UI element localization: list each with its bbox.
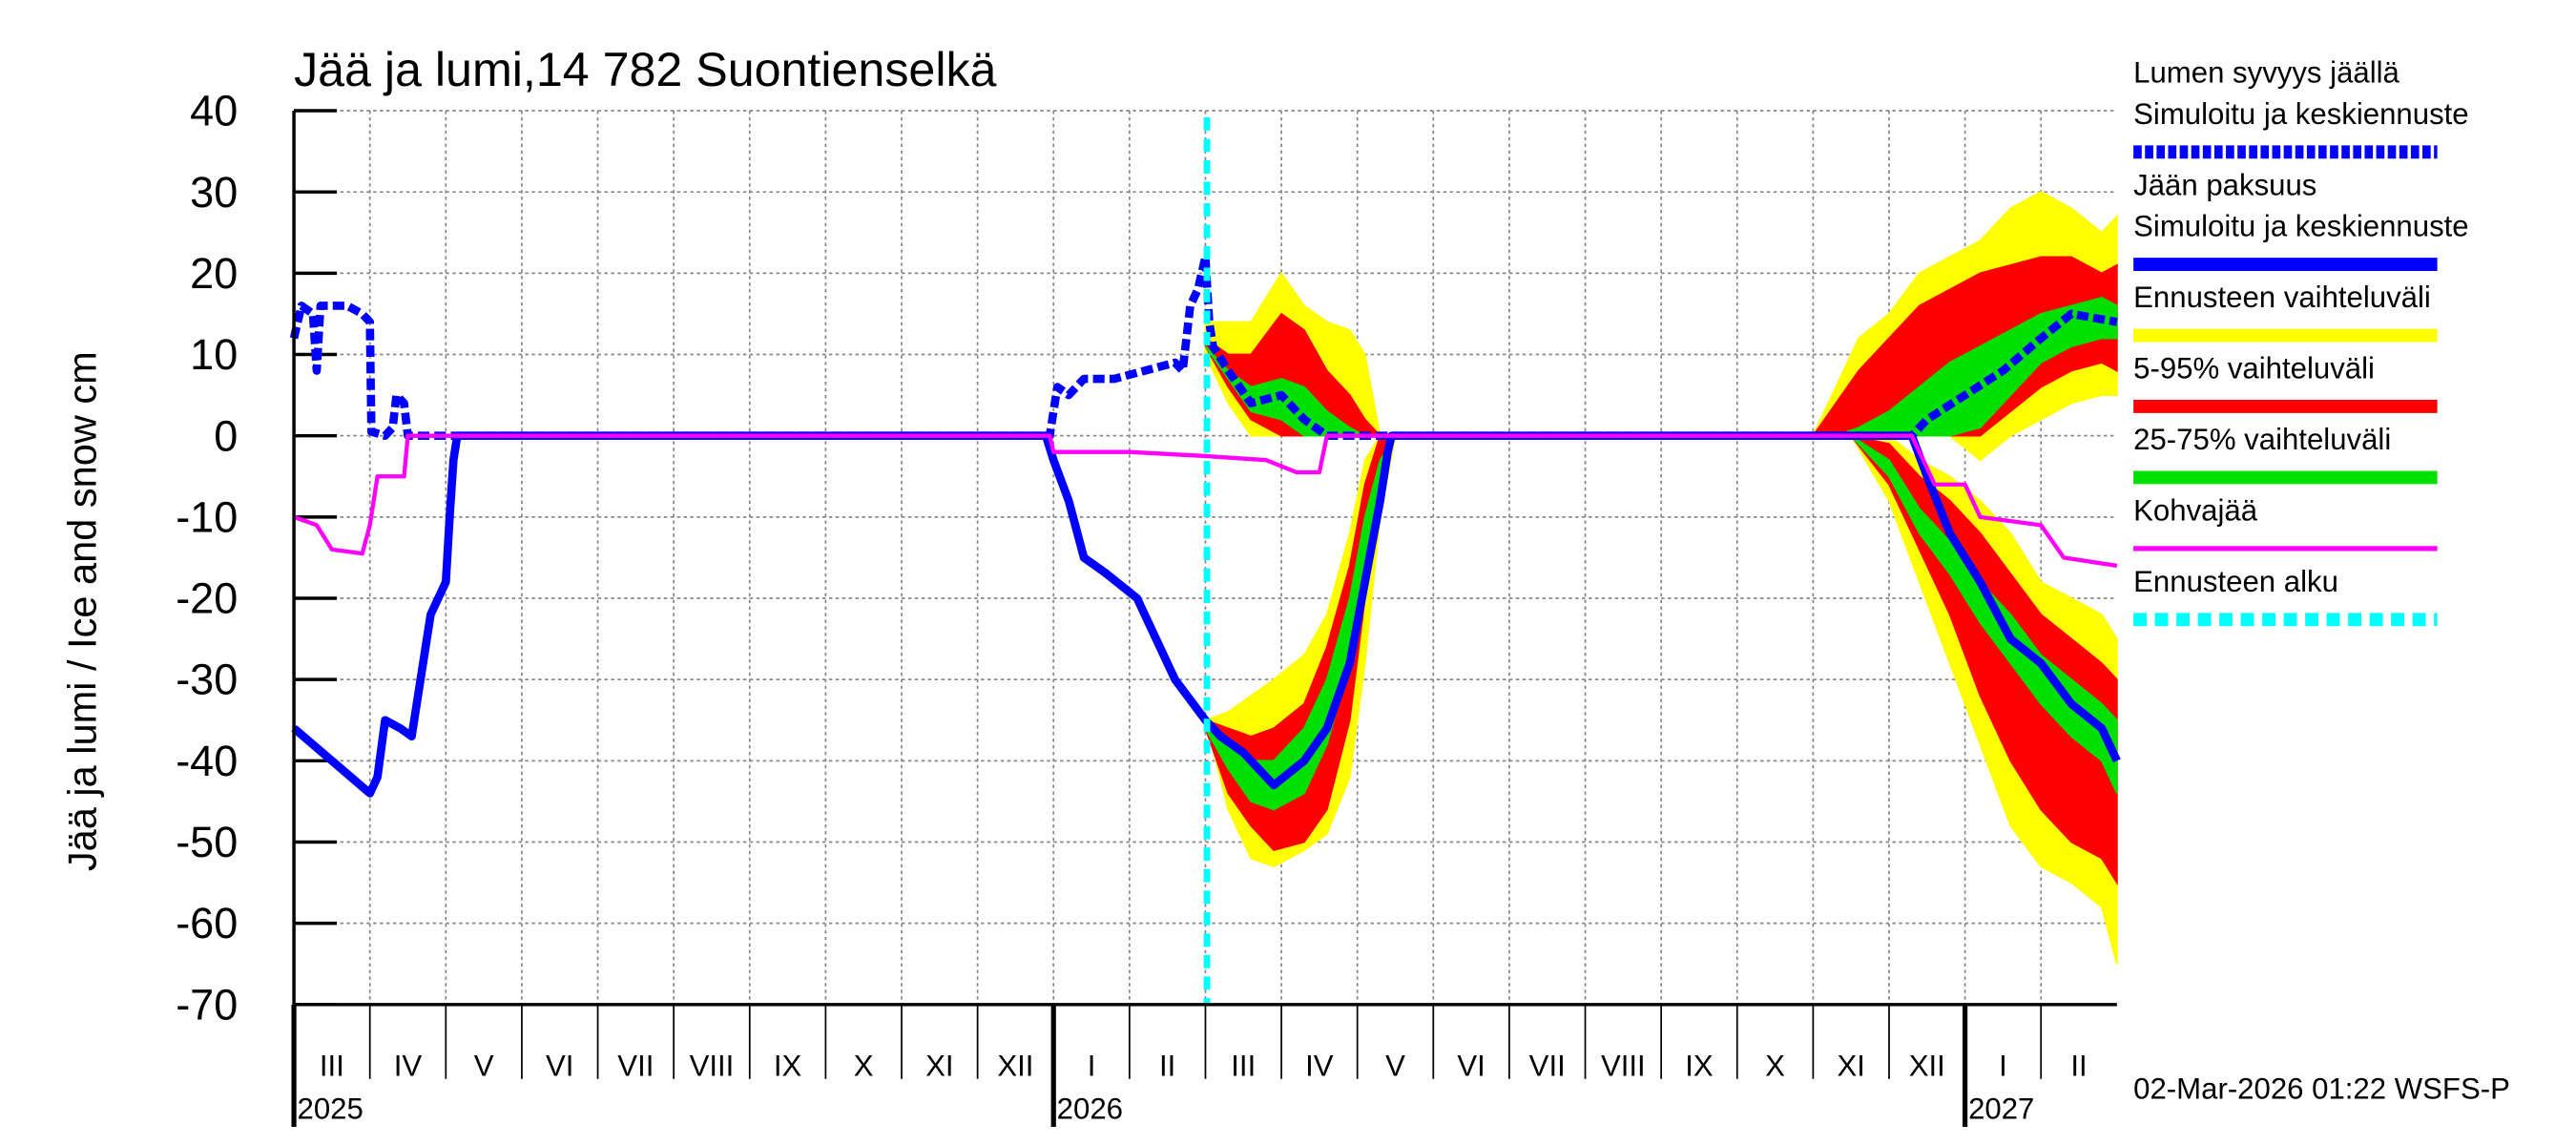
legend-label: Jään paksuus [2133, 168, 2316, 201]
x-tick-label: VII [617, 1049, 654, 1082]
y-tick-label: -10 [176, 492, 238, 541]
x-tick-label: VI [546, 1049, 573, 1082]
y-tick-label: 40 [190, 87, 238, 135]
y-tick-label: -40 [176, 737, 238, 785]
y-tick-label: -20 [176, 574, 238, 623]
series-line [291, 431, 2121, 798]
legend-label: Simuloitu ja keskiennuste [2133, 97, 2468, 131]
x-tick-label: XII [997, 1049, 1033, 1082]
chart-title: Jää ja lumi,14 782 Suontienselkä [294, 43, 996, 96]
y-axis-label: Jää ja lumi / Ice and snow cm [59, 351, 104, 871]
x-tick-label: I [1999, 1049, 2007, 1082]
x-tick-label: VIII [690, 1049, 735, 1082]
series-line [289, 252, 2118, 440]
x-tick-label: X [1765, 1049, 1785, 1082]
x-tick-label: IX [1685, 1049, 1714, 1082]
x-tick-label: VIII [1601, 1049, 1646, 1082]
y-tick-label: -70 [176, 980, 238, 1029]
x-tick-label: V [474, 1049, 494, 1082]
legend-label: Kohvajää [2133, 493, 2258, 527]
legend-label: 25-75% vaihteluväli [2133, 423, 2391, 456]
band-area [1204, 345, 1381, 437]
y-tick-label: -30 [176, 656, 238, 704]
legend-label: Ennusteen vaihteluväli [2133, 281, 2431, 314]
x-tick-label: I [1088, 1049, 1096, 1082]
legend-label: Simuloitu ja keskiennuste [2133, 210, 2468, 243]
footer: 02-Mar-2026 01:22 WSFS-P [2133, 1072, 2510, 1106]
legend-label: 5-95% vaihteluväli [2133, 352, 2375, 385]
x-tick-label: XII [1909, 1049, 1945, 1082]
x-tick-label: III [320, 1049, 344, 1082]
year-label: 2027 [1968, 1092, 2034, 1125]
x-tick-label: IV [394, 1049, 423, 1082]
year-label: 2025 [298, 1092, 364, 1125]
legend-label: Lumen syvyys jäällä [2133, 56, 2399, 90]
y-tick-label: 30 [190, 168, 238, 217]
x-tick-label: V [1385, 1049, 1405, 1082]
y-tick-label: -60 [176, 899, 238, 947]
legend-label: Ennusteen alku [2133, 565, 2338, 598]
x-tick-label: XI [1837, 1049, 1864, 1082]
y-tick-label: 0 [214, 411, 238, 460]
x-tick-label: II [1159, 1049, 1175, 1082]
series-line [293, 433, 2118, 569]
y-tick-label: -50 [176, 818, 238, 866]
x-tick-label: IV [1305, 1049, 1334, 1082]
y-tick-label: 10 [190, 330, 238, 379]
y-tick-label: 20 [190, 249, 238, 298]
x-tick-label: VI [1457, 1049, 1485, 1082]
x-tick-label: X [854, 1049, 874, 1082]
year-label: 2026 [1057, 1092, 1123, 1125]
x-tick-label: II [2070, 1049, 2087, 1082]
x-tick-label: IX [774, 1049, 802, 1082]
x-tick-label: VII [1529, 1049, 1566, 1082]
x-tick-label: XI [925, 1049, 953, 1082]
x-tick-label: III [1231, 1049, 1256, 1082]
